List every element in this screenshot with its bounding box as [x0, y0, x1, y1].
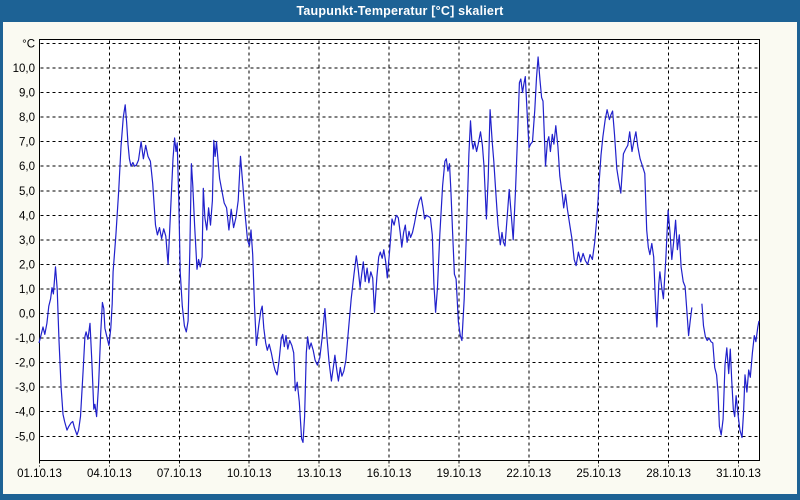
y-tick-label: -5,0: [15, 431, 35, 443]
x-tick-label: 01.10.13: [17, 468, 62, 480]
y-tick-label: 8,0: [19, 112, 35, 124]
y-tick-label: 4,0: [19, 210, 35, 222]
plot-area: [39, 39, 760, 461]
x-tick-label: 31.10.13: [716, 468, 761, 480]
window-border-right: [797, 22, 800, 500]
dew-point-line: [38, 56, 760, 443]
x-tick-label: 19.10.13: [437, 468, 482, 480]
x-tick-label: 22.10.13: [506, 468, 551, 480]
y-tick-label: 3,0: [19, 235, 35, 247]
y-tick-label: 7,0: [19, 137, 35, 149]
x-tick-label: 28.10.13: [646, 468, 691, 480]
y-tick-label: 10,0: [13, 63, 35, 75]
y-tick-label: 1,0: [19, 284, 35, 296]
y-tick-label: -2,0: [15, 358, 35, 370]
x-tick-label: 04.10.13: [87, 468, 132, 480]
plot-frame: [39, 39, 760, 461]
y-tick-label: 9,0: [19, 88, 35, 100]
titlebar: Taupunkt-Temperatur [°C] skaliert: [0, 0, 800, 22]
y-tick-label: 2,0: [19, 259, 35, 271]
x-tick-label: 16.10.13: [367, 468, 412, 480]
x-tick-label: 07.10.13: [157, 468, 202, 480]
y-tick-label: 5,0: [19, 186, 35, 198]
x-tick-label: 25.10.13: [576, 468, 621, 480]
window-border-left: [0, 22, 3, 500]
x-tick-label: 10.10.13: [227, 468, 272, 480]
window-title: Taupunkt-Temperatur [°C] skaliert: [296, 4, 504, 18]
x-tick-label: 13.10.13: [297, 468, 342, 480]
y-tick-label: 0,0: [19, 309, 35, 321]
y-tick-label: -1,0: [15, 333, 35, 345]
y-tick-label: -4,0: [15, 407, 35, 419]
y-axis-unit-label: °C: [22, 38, 35, 50]
window-border-bottom: [0, 494, 800, 500]
y-tick-label: -3,0: [15, 382, 35, 394]
y-tick-label: 6,0: [19, 161, 35, 173]
